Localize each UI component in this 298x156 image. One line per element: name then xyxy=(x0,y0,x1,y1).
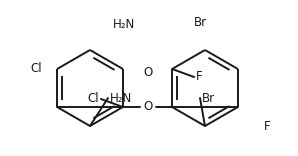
Text: O: O xyxy=(143,66,153,78)
Text: F: F xyxy=(264,119,271,132)
Text: Br: Br xyxy=(194,15,207,29)
Text: Br: Br xyxy=(202,92,215,105)
Text: F: F xyxy=(196,71,203,83)
Text: O: O xyxy=(143,100,152,114)
Text: Cl: Cl xyxy=(30,63,42,76)
Text: H₂N: H₂N xyxy=(110,92,132,105)
Text: Cl: Cl xyxy=(87,93,99,105)
Text: H₂N: H₂N xyxy=(113,17,135,31)
